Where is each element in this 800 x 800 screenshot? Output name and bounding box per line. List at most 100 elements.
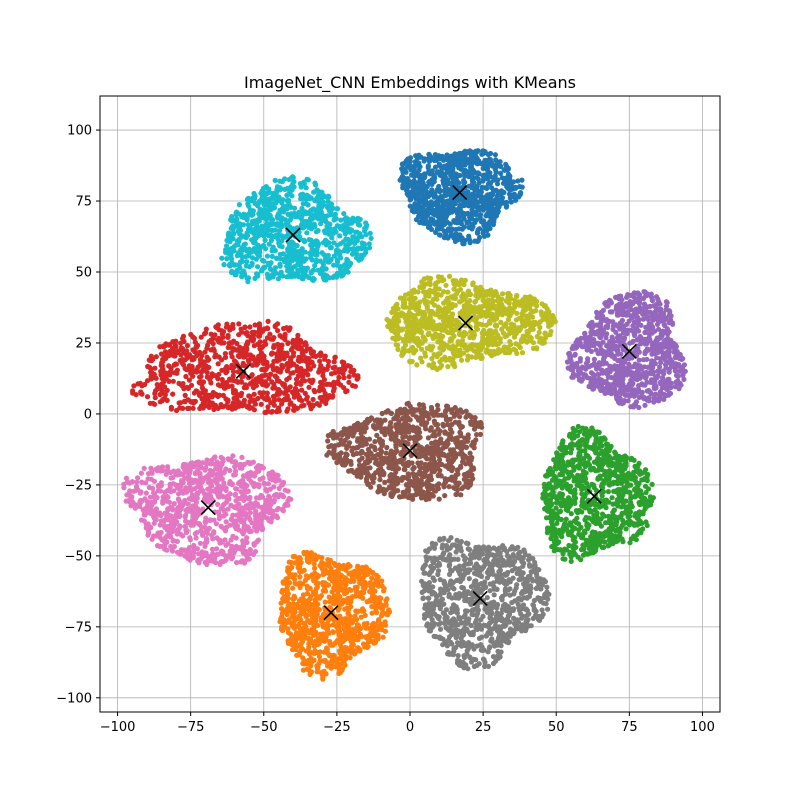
data-point: [354, 588, 360, 595]
data-point: [512, 184, 519, 190]
data-point: [636, 309, 642, 315]
data-point: [383, 597, 389, 604]
data-point: [271, 367, 277, 373]
data-point: [505, 171, 512, 177]
data-point: [565, 495, 572, 501]
data-point: [426, 168, 432, 175]
data-point: [447, 180, 453, 186]
data-point: [355, 622, 362, 628]
data-point: [167, 349, 173, 355]
data-point: [342, 645, 348, 651]
data-point: [472, 238, 478, 244]
data-point: [130, 388, 136, 394]
data-point: [301, 621, 307, 627]
data-point: [431, 179, 437, 185]
data-point: [489, 204, 495, 210]
data-point: [257, 390, 263, 396]
data-point: [203, 392, 209, 398]
data-point: [427, 190, 433, 196]
data-point: [577, 483, 583, 489]
data-point: [608, 480, 615, 486]
data-point: [314, 649, 320, 656]
data-point: [585, 525, 591, 532]
data-point: [419, 216, 425, 222]
data-point: [605, 351, 611, 358]
data-point: [631, 522, 638, 528]
data-point: [153, 354, 159, 360]
data-point: [646, 324, 652, 330]
data-point: [218, 340, 224, 346]
data-point: [329, 656, 335, 662]
data-point: [184, 343, 190, 349]
data-point: [555, 478, 561, 484]
data-point: [163, 371, 169, 377]
data-point: [540, 495, 546, 501]
data-point: [225, 332, 231, 339]
data-point: [375, 583, 381, 589]
data-point: [447, 158, 453, 164]
data-point: [494, 181, 501, 187]
data-point: [357, 580, 363, 586]
data-point: [449, 226, 455, 232]
data-point: [322, 622, 328, 629]
data-point: [604, 384, 610, 390]
data-point: [548, 502, 554, 508]
data-point: [515, 178, 521, 184]
data-point: [653, 385, 659, 391]
data-point: [138, 389, 144, 395]
data-point: [258, 401, 264, 407]
data-point: [573, 544, 579, 550]
data-point: [582, 330, 588, 337]
data-point: [354, 609, 360, 615]
data-point: [594, 539, 600, 545]
data-point: [368, 627, 374, 633]
data-point: [601, 358, 607, 364]
data-point: [371, 633, 377, 639]
data-point: [367, 567, 373, 574]
data-point: [228, 350, 234, 356]
data-point: [372, 439, 378, 445]
data-point: [627, 540, 633, 546]
data-point: [487, 192, 493, 198]
data-point: [613, 372, 619, 378]
data-point: [487, 210, 493, 216]
data-point: [436, 226, 442, 232]
data-point: [680, 372, 686, 378]
data-point: [256, 333, 263, 339]
data-point: [327, 604, 333, 611]
data-point: [636, 357, 642, 363]
data-point: [237, 344, 243, 350]
data-point: [321, 366, 327, 372]
data-point: [632, 401, 638, 407]
data-point: [617, 387, 624, 393]
data-point: [441, 221, 447, 227]
data-point: [620, 539, 626, 545]
data-point: [673, 372, 680, 378]
data-point: [578, 376, 584, 382]
data-point: [463, 160, 469, 166]
data-point: [587, 550, 594, 556]
data-point: [341, 655, 347, 661]
data-point: [475, 176, 481, 182]
data-point: [261, 373, 267, 379]
data-point: [337, 366, 343, 372]
data-point: [302, 599, 308, 606]
data-point: [330, 599, 336, 605]
data-point: [606, 526, 612, 532]
data-point: [555, 514, 561, 521]
data-point: [572, 539, 579, 545]
data-point: [342, 591, 348, 597]
data-point: [601, 472, 608, 478]
data-point: [308, 406, 314, 412]
data-point: [467, 450, 473, 456]
data-point: [420, 175, 427, 181]
data-point: [554, 494, 560, 500]
data-point: [264, 390, 270, 396]
data-point: [304, 612, 310, 619]
data-point: [233, 404, 239, 410]
data-point: [189, 363, 195, 370]
data-point: [346, 606, 352, 612]
data-point: [567, 483, 574, 489]
data-point: [491, 177, 497, 183]
data-point: [451, 190, 457, 196]
